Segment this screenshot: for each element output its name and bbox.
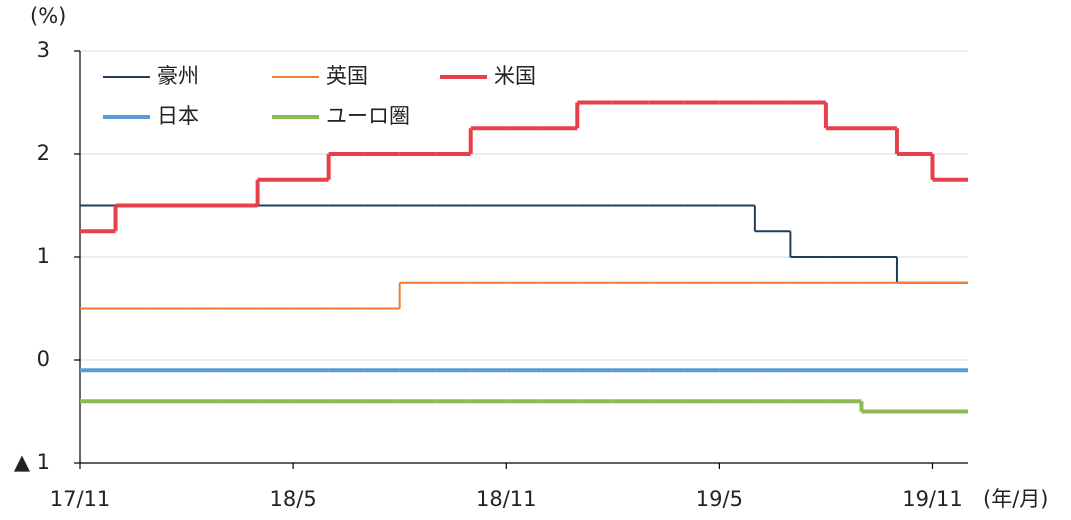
y-tick-label: ▲ 1 xyxy=(14,450,50,474)
x-tick-label: 17/11 xyxy=(50,487,111,511)
legend-label: 豪州 xyxy=(157,64,199,88)
x-tick-label: 19/5 xyxy=(696,487,743,511)
legend-label: 英国 xyxy=(326,64,368,88)
x-unit: (年/月) xyxy=(983,487,1048,511)
x-tick-label: 18/11 xyxy=(476,487,537,511)
x-tick-label: 18/5 xyxy=(270,487,317,511)
y-tick-label: 0 xyxy=(37,347,50,371)
legend-label: 日本 xyxy=(157,104,199,128)
legend-label: 米国 xyxy=(494,64,536,88)
y-tick-label: 2 xyxy=(37,141,50,165)
y-tick-label: 3 xyxy=(37,38,50,62)
legend-label: ユーロ圏 xyxy=(326,104,410,128)
y-tick-label: 1 xyxy=(37,244,50,268)
x-tick-label: 19/11 xyxy=(902,487,963,511)
y-unit: (%) xyxy=(30,4,66,28)
